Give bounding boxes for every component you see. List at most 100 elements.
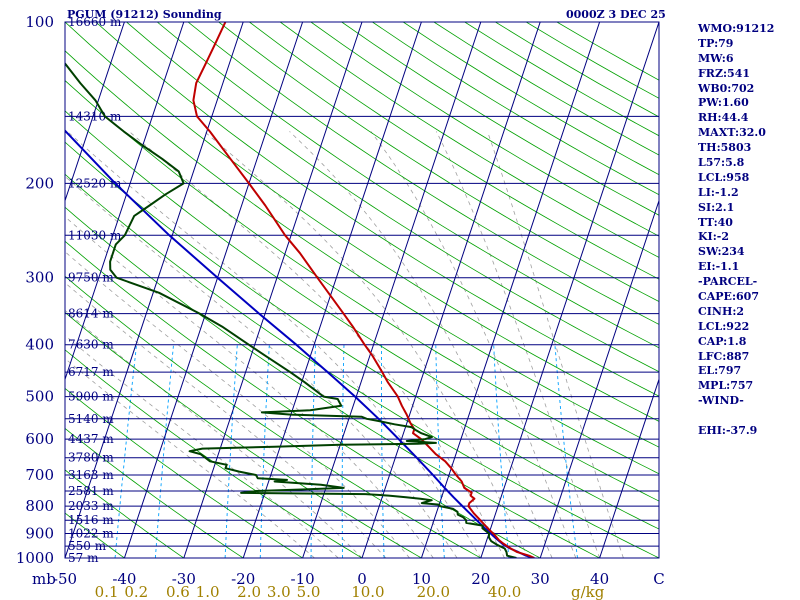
moist-adiabat-line bbox=[65, 282, 387, 558]
height-label: 2581 m bbox=[68, 484, 114, 498]
height-label: 5900 m bbox=[68, 390, 114, 404]
mixing-ratio-tick-label: g/kg bbox=[571, 583, 605, 600]
sounding-index-item: L57:5.8 bbox=[698, 156, 745, 170]
isotherm-line bbox=[599, 377, 659, 558]
height-label: 11030 m bbox=[68, 228, 122, 242]
isotherm-line bbox=[480, 22, 659, 558]
mixing-ratio-tick-labels: 0.1 0.2 0.6 1.0 2.0 3.0 5.0 10.0 20.0 40.0 g/kg bbox=[95, 583, 605, 600]
mixing-ratio-tick-label: 0.1 bbox=[95, 583, 119, 600]
temperature-tick-label: 10 bbox=[412, 570, 431, 588]
pressure-tick-labels: 100 200 300 400 500 600 700 800 900 1000 mb bbox=[16, 13, 56, 588]
temperature-tick-label: 30 bbox=[531, 570, 550, 588]
dry-adiabat-line bbox=[0, 22, 6, 558]
moist-adiabat-line bbox=[65, 358, 315, 558]
sounding-index-item: MAXT:32.0 bbox=[698, 126, 766, 140]
height-label: 7630 m bbox=[68, 338, 114, 352]
height-label: 550 m bbox=[68, 539, 107, 553]
sounding-index-item: EHI:-37.9 bbox=[698, 424, 758, 438]
sounding-index-item: LI:-1.2 bbox=[698, 185, 739, 199]
isotherm-line bbox=[65, 22, 185, 381]
sounding-index-item: KI:-2 bbox=[698, 230, 729, 244]
moist-adiabat-line bbox=[128, 131, 505, 558]
height-label: 1516 m bbox=[68, 513, 114, 527]
pressure-tick-label: 100 bbox=[25, 13, 54, 31]
mixing-ratio-tick-label: 0.6 bbox=[166, 583, 190, 600]
pressure-tick-label: 800 bbox=[25, 497, 54, 515]
height-label: 4437 m bbox=[68, 432, 114, 446]
sounding-index-item: LCL:922 bbox=[698, 319, 750, 333]
sounding-index-item: LCL:958 bbox=[698, 170, 750, 184]
isotherm-line bbox=[302, 22, 482, 558]
sounding-indices: WMO:91212 TP:79 MW:6 FRZ:541 WB0:702 PW:1.60 R… bbox=[698, 22, 798, 439]
isotherm-line bbox=[123, 22, 304, 558]
mixing-ratio-tick-label: 40.0 bbox=[488, 583, 521, 600]
moist-adiabat-line bbox=[65, 309, 363, 558]
temperature-tick-label: C bbox=[653, 570, 664, 588]
temperature-tick-labels: -50 -40 -30 -20 -10 0 10 20 30 40 C bbox=[53, 570, 665, 588]
pressure-tick-label: 500 bbox=[25, 388, 54, 406]
axis-unit-mb: mb bbox=[32, 570, 56, 588]
plot-frame bbox=[64, 21, 660, 559]
height-label: 8614 m bbox=[68, 307, 114, 321]
height-label: 12520 m bbox=[68, 176, 122, 190]
pressure-tick-label: 1000 bbox=[16, 549, 54, 567]
mixing-ratio-tick-label: 10.0 bbox=[351, 583, 384, 600]
sounding-index-item: WMO:91212 bbox=[698, 22, 775, 35]
sounding-index-item: WB0:702 bbox=[698, 81, 755, 95]
temperature-tick-label: 0 bbox=[357, 570, 367, 588]
height-label: 3163 m bbox=[68, 468, 114, 482]
sounding-index-item: EI:-1.1 bbox=[698, 260, 740, 274]
mixing-ratio-tick-label: 20.0 bbox=[417, 583, 450, 600]
sounding-index-item: EL:797 bbox=[698, 364, 742, 378]
isotherm-line bbox=[65, 22, 125, 203]
mixing-ratio-tick-label: 3.0 bbox=[267, 583, 291, 600]
mixing-ratio-tick-label: 1.0 bbox=[196, 583, 220, 600]
mixing-ratio-tick-label: 5.0 bbox=[297, 583, 321, 600]
sounding-index-item: TH:5803 bbox=[698, 141, 752, 155]
valid-time: 0000Z 3 DEC 25 bbox=[566, 8, 666, 21]
sounding-index-item: -PARCEL- bbox=[698, 275, 758, 289]
temperature-tick-label: -10 bbox=[291, 570, 315, 588]
plot-background bbox=[65, 22, 659, 558]
sounding-index-item: RH:44.4 bbox=[698, 111, 749, 125]
pressure-tick-label: 600 bbox=[25, 430, 54, 448]
mixing-ratio-tick-label: 2.0 bbox=[237, 583, 261, 600]
pressure-tick-label: 200 bbox=[25, 174, 54, 192]
sounding-index-item: FRZ:541 bbox=[698, 66, 751, 80]
sounding-traces bbox=[65, 22, 535, 558]
height-label: 2033 m bbox=[68, 499, 114, 513]
sounding-index-item: SW:234 bbox=[698, 245, 745, 259]
dewpoint-trace bbox=[65, 62, 517, 558]
pressure-tick-label: 300 bbox=[25, 269, 54, 287]
mixing-ratio-tick-label: 0.2 bbox=[124, 583, 148, 600]
height-label: 14310 m bbox=[68, 109, 122, 123]
isobars bbox=[65, 21, 659, 559]
temperature-tick-label: -40 bbox=[112, 570, 136, 588]
temperature-tick-label: -30 bbox=[172, 570, 196, 588]
isotherm-line bbox=[183, 22, 363, 558]
isotherm-line bbox=[0, 22, 6, 558]
sounding-index-item: CAPE:607 bbox=[698, 290, 759, 304]
isotherm-line bbox=[361, 22, 541, 558]
temperature-tick-label: -20 bbox=[231, 570, 255, 588]
sounding-index-item: CINH:2 bbox=[698, 304, 745, 318]
height-label: 1022 m bbox=[68, 527, 114, 541]
moist-adiabat-line bbox=[65, 251, 410, 558]
temperature-tick-label: -50 bbox=[53, 570, 77, 588]
sounding-index-item: PW:1.60 bbox=[698, 96, 749, 110]
height-label: 6717 m bbox=[68, 365, 114, 379]
sounding-index-item: MW:6 bbox=[698, 51, 734, 65]
station-title: PGUM (91212) Sounding bbox=[67, 8, 222, 21]
sounding-index-item: CAP:1.8 bbox=[698, 334, 747, 348]
height-label: 3780 m bbox=[68, 451, 114, 465]
height-label: 9750 m bbox=[68, 271, 114, 285]
sounding-index-item: TT:40 bbox=[698, 215, 733, 229]
sounding-index-item bbox=[698, 409, 798, 424]
pressure-tick-label: 900 bbox=[25, 525, 54, 543]
sounding-index-item: TP:79 bbox=[698, 36, 734, 50]
pressure-tick-label: 700 bbox=[25, 466, 54, 484]
temperature-tick-label: 20 bbox=[471, 570, 490, 588]
height-label: 5140 m bbox=[68, 412, 114, 426]
